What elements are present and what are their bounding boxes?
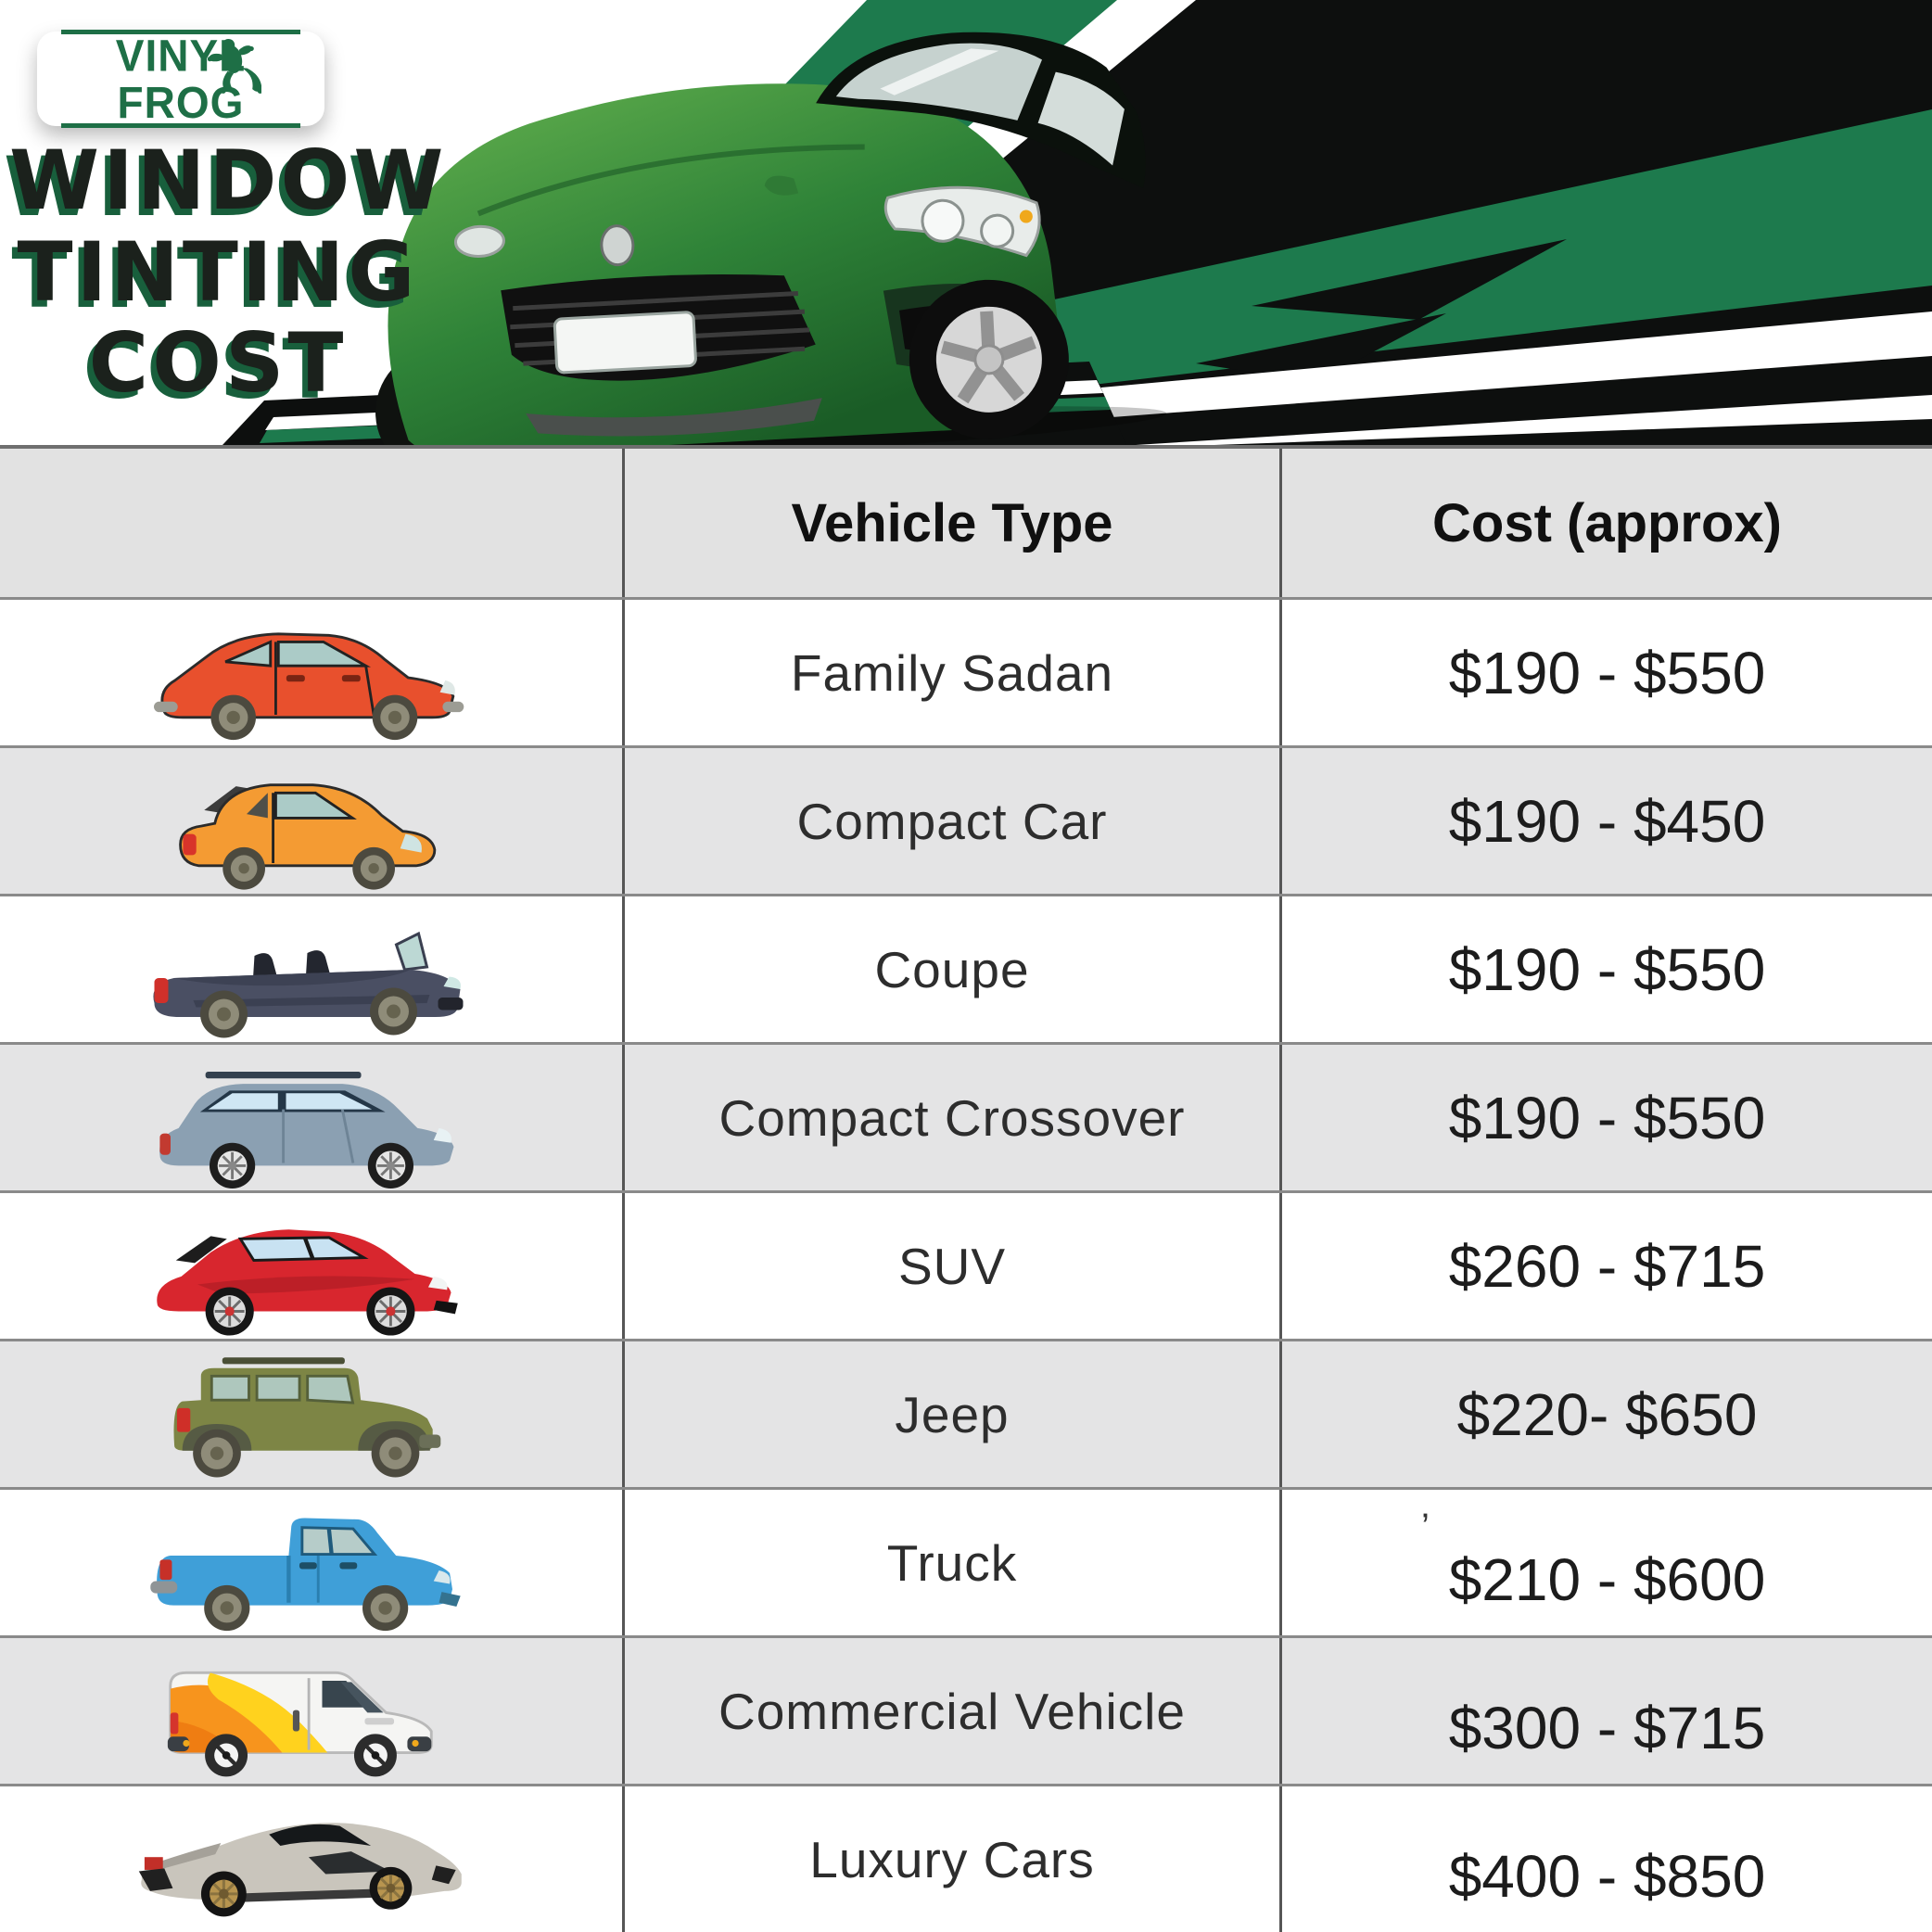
vehicle-type-label: Jeep (895, 1385, 1010, 1443)
vehicle-type-label: Truck (886, 1533, 1018, 1592)
vinyl-frog-logo: VINYL FROG (37, 29, 324, 129)
vehicle-type-label: Family Sadan (790, 643, 1114, 702)
vehicle-type-label: Coupe (874, 940, 1030, 998)
orange-compact-car-icon (178, 782, 436, 890)
cost-value: $190 - $550 (1448, 639, 1766, 706)
logo-top-rule (61, 29, 300, 34)
hero-banner: VINYL FROG WINDOW TINTING COST (0, 0, 1932, 445)
gray-station-wagon-icon (159, 1071, 453, 1188)
table-row: Family Sadan $190 - $550 (0, 597, 1932, 745)
cost-value: $220- $650 (1456, 1380, 1758, 1448)
cost-value: $260 - $715 (1448, 1232, 1766, 1300)
navy-convertible-coupe-icon (152, 931, 463, 1037)
table-row: Commercial Vehicle $300 - $715 (0, 1635, 1932, 1784)
title-line-3: COST (88, 315, 348, 412)
red-sport-hatchback-icon (156, 1228, 458, 1336)
vehicle-type-label: Compact Crossover (718, 1088, 1186, 1147)
table-row: Truck ’ $210 - $600 (0, 1487, 1932, 1635)
table-row: Jeep $220- $650 (0, 1339, 1932, 1487)
white-cargo-van-icon (167, 1671, 433, 1776)
cost-value: $190 - $450 (1448, 787, 1766, 855)
vehicle-type-label: Compact Car (796, 792, 1108, 850)
cost-table: Vehicle Type Cost (approx) Family Sadan … (0, 445, 1932, 1932)
olive-jeep-icon (172, 1356, 440, 1478)
stray-mark: ’ (1421, 1506, 1430, 1547)
column-header-vehicle-type: Vehicle Type (791, 492, 1113, 553)
vehicle-type-label: Luxury Cars (809, 1830, 1095, 1888)
table-row: SUV $260 - $715 (0, 1190, 1932, 1339)
page-title: WINDOW TINTING COST (9, 133, 448, 412)
blue-pickup-truck-icon (149, 1518, 461, 1631)
logo-bottom-rule (61, 123, 300, 129)
table-header-row: Vehicle Type Cost (approx) (0, 445, 1932, 597)
title-line-2: TINTING (17, 223, 419, 320)
red-hatchback-car-icon (153, 631, 464, 740)
green-sports-car-illustration (370, 32, 1167, 445)
vehicle-type-label: Commercial Vehicle (718, 1682, 1186, 1740)
table-row: Luxury Cars $400 - $850 (0, 1784, 1932, 1932)
silver-luxury-supercar-icon (138, 1823, 462, 1917)
cost-value: $300 - $715 (1448, 1694, 1766, 1761)
cost-value: $210 - $600 (1448, 1545, 1766, 1613)
cost-value: $190 - $550 (1448, 1084, 1766, 1151)
cost-value: $400 - $850 (1448, 1842, 1766, 1910)
table-row: Coupe $190 - $550 (0, 894, 1932, 1042)
column-header-cost: Cost (approx) (1432, 492, 1782, 553)
table-row: Compact Car $190 - $450 (0, 745, 1932, 894)
header-empty-cell (0, 449, 622, 597)
frog-icon (208, 38, 261, 94)
table-row: Compact Crossover $190 - $550 (0, 1042, 1932, 1190)
vehicle-type-label: SUV (897, 1237, 1007, 1295)
cost-value: $190 - $550 (1448, 935, 1766, 1003)
logo-text: VINYL FROG (115, 30, 247, 128)
title-line-1: WINDOW (9, 133, 448, 228)
